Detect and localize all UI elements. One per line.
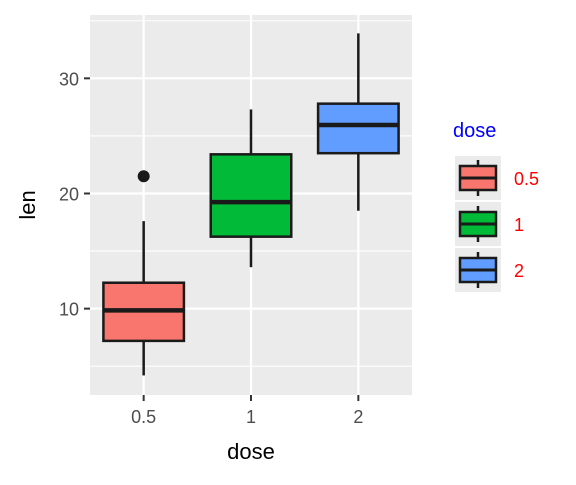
x-tick-label: 2 (353, 407, 363, 427)
boxes (102, 33, 400, 376)
legend-item-0.5: 0.5 (455, 156, 539, 200)
box-1 (209, 109, 293, 268)
box-body (209, 153, 293, 238)
box-body (316, 102, 400, 155)
y-tick-label: 10 (59, 300, 79, 320)
y-tick-label: 30 (59, 69, 79, 89)
legend: dose 0.5 1 2 (453, 120, 539, 292)
y-tick-label: 20 (59, 184, 79, 204)
y-axis-title: len (15, 190, 40, 219)
legend-label: 0.5 (514, 169, 539, 189)
x-axis-title: dose (227, 439, 275, 464)
x-tick-label: 1 (246, 407, 256, 427)
legend-label: 1 (514, 215, 524, 235)
box-2 (316, 33, 400, 211)
legend-title: dose (453, 120, 496, 142)
axes: 10 20 30 0.5 1 2 (59, 69, 363, 427)
legend-item-2: 2 (455, 248, 524, 292)
x-tick-label: 0.5 (131, 407, 156, 427)
legend-label: 2 (514, 261, 524, 281)
box-0.5 (102, 170, 186, 376)
outlier-point (137, 170, 150, 183)
legend-item-1: 1 (455, 202, 524, 246)
